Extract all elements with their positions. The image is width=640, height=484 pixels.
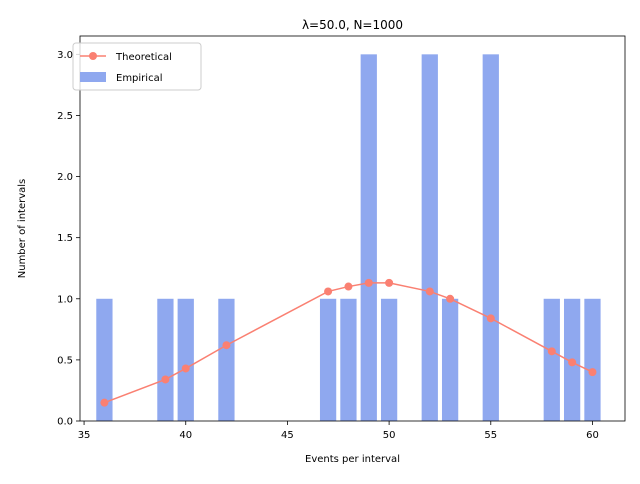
empirical-bar [340,298,357,421]
theoretical-point [547,347,556,356]
theoretical-point [425,287,434,296]
empirical-bar [421,54,438,421]
empirical-bar [584,298,601,421]
theoretical-point [222,341,231,350]
theoretical-point [568,358,577,367]
bars-layer [96,54,601,421]
theoretical-line-layer [100,278,597,407]
x-tick-label: 60 [586,430,599,441]
x-tick-label: 55 [484,430,497,441]
x-tick-label: 40 [179,430,192,441]
legend: Theoretical Empirical [72,42,202,91]
legend-marker-swatch [89,52,97,60]
theoretical-point [486,314,495,323]
y-tick-label: 1.0 [57,294,73,305]
legend-label-theoretical: Theoretical [115,52,172,63]
y-tick-label: 0.5 [57,355,73,366]
y-tick-label: 0.0 [57,417,73,428]
empirical-bar [543,298,560,421]
chart-title: λ=50.0, N=1000 [302,18,403,32]
y-tick-label: 2.0 [57,172,73,183]
plot-frame [79,35,626,422]
theoretical-point [324,287,333,296]
x-tick-label: 45 [281,430,294,441]
theoretical-point [181,364,190,373]
theoretical-point [100,398,109,407]
y-tick-label: 3.0 [57,50,73,61]
x-axis-ticks: 35 40 45 50 55 60 [78,421,599,441]
x-tick-label: 50 [383,430,396,441]
empirical-bar [441,298,459,421]
y-axis-label: Number of intervals [17,179,28,279]
theoretical-point [344,282,353,291]
empirical-bar [96,298,113,421]
theoretical-point [446,294,455,303]
y-tick-label: 1.5 [57,233,73,244]
empirical-bar [177,298,194,421]
theoretical-point [364,278,373,287]
empirical-bar [360,54,377,421]
legend-bar-swatch [80,72,106,82]
x-tick-label: 35 [78,430,91,441]
theoretical-point [385,278,394,287]
legend-label-empirical: Empirical [116,73,162,84]
theoretical-point [161,375,170,384]
empirical-bar [157,298,174,421]
empirical-bar [380,298,398,421]
empirical-bar [218,298,235,421]
theoretical-point [588,368,597,377]
x-axis-label: Events per interval [305,454,400,465]
y-tick-label: 2.5 [57,111,73,122]
empirical-bar [319,298,337,421]
theoretical-line [104,282,593,404]
empirical-bar [482,54,499,421]
